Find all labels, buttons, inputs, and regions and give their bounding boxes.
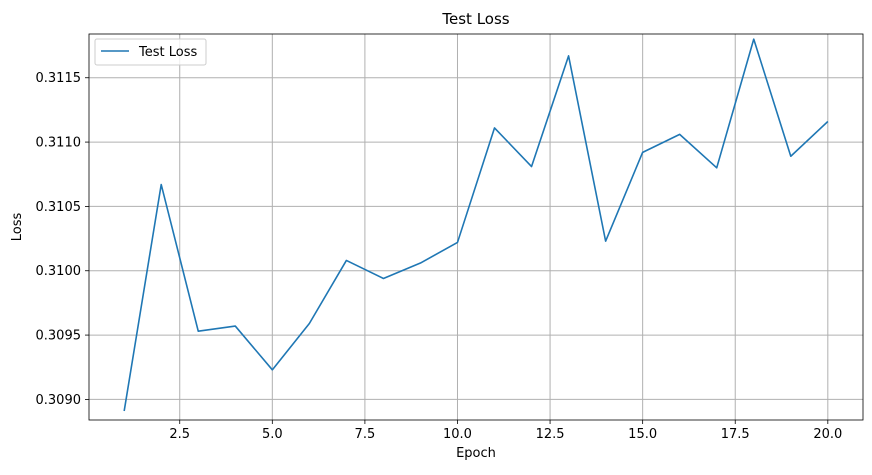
plot-frame [88, 33, 864, 421]
y-tick-label: 0.3100 [36, 264, 82, 279]
x-tick-label: 7.5 [355, 427, 376, 442]
x-tick-label: 20.0 [813, 427, 842, 442]
x-axis-label: Epoch [456, 446, 496, 461]
y-tick-label: 0.3095 [36, 329, 82, 344]
legend-entry-test-loss: Test Loss [138, 45, 197, 60]
y-tick-label: 0.3105 [36, 200, 82, 215]
x-tick-label: 2.5 [169, 427, 190, 442]
legend: Test Loss [94, 38, 207, 66]
x-tick-label: 5.0 [262, 427, 283, 442]
y-axis-label: Loss [10, 213, 25, 242]
y-tick-label: 0.3115 [36, 71, 82, 86]
y-tick-label: 0.3110 [36, 136, 82, 151]
series-line-test-loss [123, 38, 829, 412]
x-ticks: 2.5 5.0 7.5 10.0 12.5 15.0 17.5 20.0 [169, 420, 842, 442]
x-tick-label: 17.5 [721, 427, 750, 442]
y-ticks: 0.3090 0.3095 0.3100 0.3105 0.3110 0.3115 [36, 71, 89, 408]
grid [89, 34, 863, 420]
chart-title: Test Loss [441, 10, 509, 28]
x-tick-label: 12.5 [536, 427, 565, 442]
y-tick-label: 0.3090 [36, 393, 82, 408]
series-layer [123, 38, 829, 412]
legend-box [94, 38, 207, 66]
x-tick-label: 10.0 [443, 427, 472, 442]
x-tick-label: 15.0 [628, 427, 657, 442]
